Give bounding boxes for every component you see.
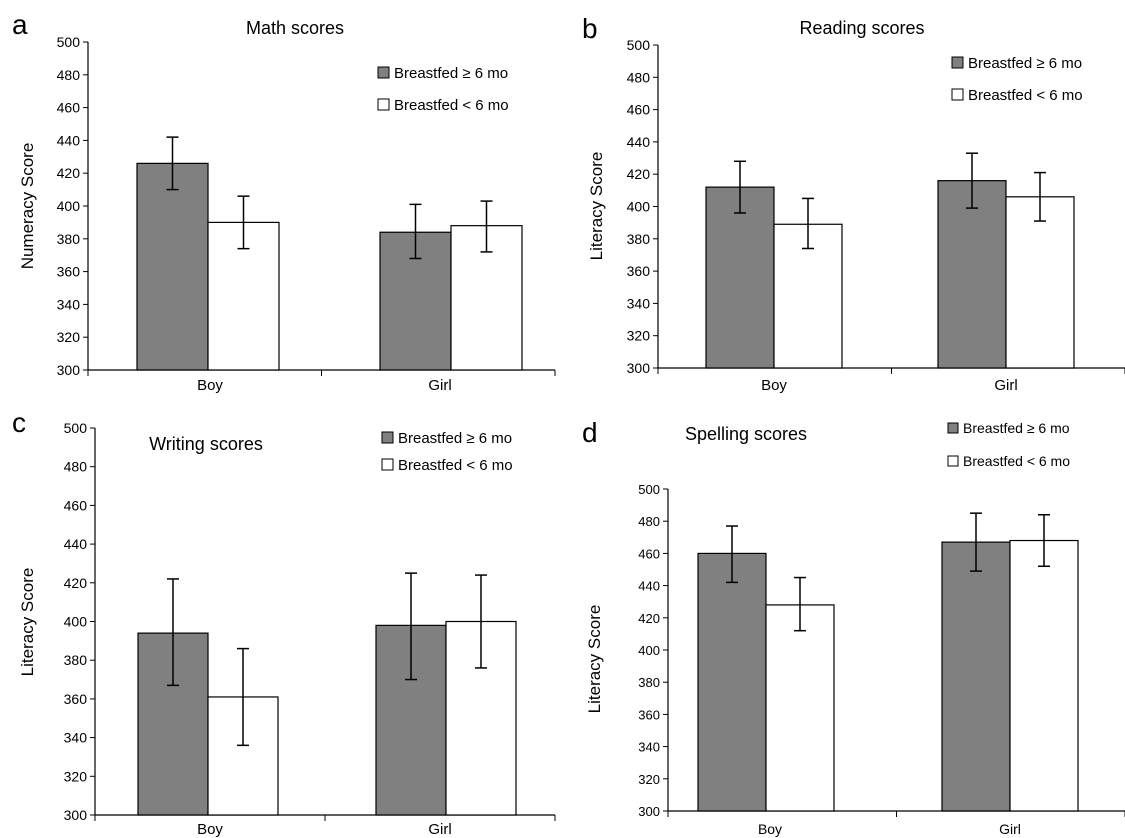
y-tick-label: 440: [57, 132, 81, 148]
y-tick-label: 360: [57, 264, 81, 280]
bar-girl-series-1: [941, 541, 1011, 812]
y-tick-label: 480: [638, 514, 660, 529]
y-tick-label: 340: [57, 296, 81, 312]
panel-letter: b: [582, 13, 598, 44]
x-tick-label-boy: Boy: [197, 821, 223, 838]
y-tick-label: 420: [638, 611, 660, 626]
y-tick-label: 340: [627, 295, 651, 311]
y-tick-label: 500: [64, 420, 88, 436]
bar-boy-series-2: [765, 604, 835, 812]
y-tick-label: 360: [64, 691, 88, 707]
chart-panel-a: a Math scores Numeracy Score 300 320 340 360 38…: [12, 9, 556, 394]
panel-letter: c: [12, 407, 26, 438]
y-tick-label: 440: [627, 134, 651, 150]
y-tick-label: 400: [64, 614, 88, 630]
chart-panel-b: b Reading scores Literacy Score 300 320 340 36…: [582, 13, 1125, 394]
legend-label-series-1: Breastfed ≥ 6 mo: [963, 420, 1070, 436]
y-tick-label: 460: [627, 102, 651, 118]
y-tick-label: 440: [638, 579, 660, 594]
chart-panel-d: d Spelling scores Literacy Score 300 320 340 3…: [582, 417, 1125, 837]
y-tick-label: 300: [64, 807, 88, 823]
bar-girl-series-2: [1009, 539, 1079, 812]
legend-label-series-2: Breastfed < 6 mo: [398, 457, 513, 474]
y-tick-label: 380: [627, 231, 651, 247]
y-tick-label: 480: [57, 67, 81, 83]
y-tick-label: 340: [64, 730, 88, 746]
legend-swatch-series-2: [377, 98, 390, 111]
legend-swatch-series-1: [951, 56, 964, 69]
y-tick-label: 320: [64, 768, 88, 784]
y-tick-label: 420: [64, 575, 88, 591]
y-tick-label: 300: [627, 360, 651, 376]
legend-label-series-2: Breastfed < 6 mo: [963, 453, 1070, 469]
y-tick-label: 500: [57, 34, 81, 50]
bar-girl-series-2: [1005, 196, 1075, 369]
legend-swatch-series-1: [947, 422, 959, 434]
y-tick-label: 400: [627, 199, 651, 215]
y-tick-label: 460: [64, 497, 88, 513]
y-tick-label: 480: [64, 459, 88, 475]
y-axis-label: Numeracy Score: [18, 143, 37, 270]
y-tick-label: 300: [57, 362, 81, 378]
y-tick-label: 320: [57, 329, 81, 345]
x-tick-label-boy: Boy: [197, 377, 223, 394]
y-tick-label: 380: [57, 231, 81, 247]
x-tick-label-girl: Girl: [428, 821, 451, 838]
x-tick-label-girl: Girl: [428, 377, 451, 394]
y-tick-label: 500: [627, 37, 651, 53]
x-tick-label-girl: Girl: [994, 377, 1017, 394]
bar-boy-series-1: [136, 162, 209, 371]
legend-swatch-series-2: [381, 458, 394, 471]
legend-swatch-series-1: [377, 66, 390, 79]
y-tick-label: 440: [64, 536, 88, 552]
y-tick-label: 320: [627, 328, 651, 344]
legend-label-series-2: Breastfed < 6 mo: [968, 87, 1083, 104]
y-tick-label: 400: [57, 198, 81, 214]
y-tick-label: 360: [627, 263, 651, 279]
y-tick-label: 480: [627, 69, 651, 85]
chart-title: Writing scores: [149, 434, 263, 454]
legend-label-series-1: Breastfed ≥ 6 mo: [398, 430, 512, 447]
y-tick-label: 460: [638, 546, 660, 561]
y-tick-label: 420: [627, 166, 651, 182]
legend-swatch-series-2: [951, 88, 964, 101]
y-axis-label: Literacy Score: [585, 605, 604, 714]
bar-boy-series-1: [697, 552, 767, 812]
chart-title: Reading scores: [799, 18, 924, 38]
y-tick-label: 420: [57, 165, 81, 181]
legend-label-series-1: Breastfed ≥ 6 mo: [394, 65, 508, 82]
panel-letter: d: [582, 417, 598, 448]
y-axis-label: Literacy Score: [18, 568, 37, 677]
y-axis-label: Literacy Score: [587, 152, 606, 261]
chart-panel-c: c Writing scores Literacy Score 300 320 340 36…: [12, 407, 556, 838]
bar-boy-series-1: [705, 186, 775, 369]
legend-swatch-series-2: [947, 455, 959, 467]
y-tick-label: 320: [638, 772, 660, 787]
y-tick-label: 400: [638, 643, 660, 658]
y-tick-label: 460: [57, 100, 81, 116]
chart-title: Math scores: [246, 18, 344, 38]
y-tick-label: 500: [638, 482, 660, 497]
y-tick-label: 340: [638, 740, 660, 755]
x-tick-label-boy: Boy: [761, 377, 787, 394]
y-tick-label: 380: [64, 652, 88, 668]
x-tick-label-girl: Girl: [999, 821, 1021, 837]
panel-letter: a: [12, 9, 28, 40]
legend-swatch-series-1: [381, 431, 394, 444]
x-tick-label-boy: Boy: [758, 821, 782, 837]
legend-label-series-2: Breastfed < 6 mo: [394, 97, 509, 114]
legend-label-series-1: Breastfed ≥ 6 mo: [968, 55, 1082, 72]
chart-title: Spelling scores: [685, 424, 807, 444]
y-tick-label: 380: [638, 675, 660, 690]
y-tick-label: 360: [638, 707, 660, 722]
y-tick-label: 300: [638, 804, 660, 819]
